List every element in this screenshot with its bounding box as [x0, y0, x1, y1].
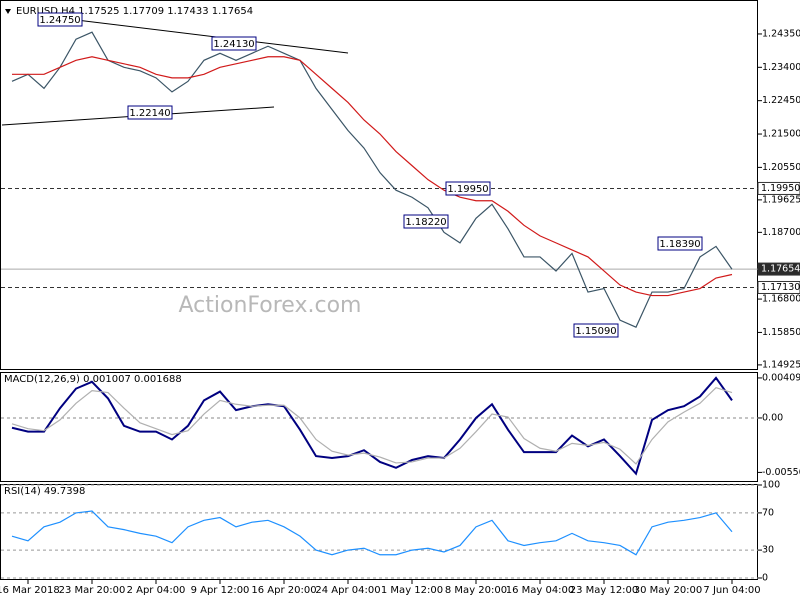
- annotation: 1.24130: [213, 39, 254, 50]
- series-line: [11, 386, 733, 465]
- annotation-box: [657, 236, 703, 251]
- y-tick-label: 100: [762, 480, 780, 491]
- annotation: 1.22140: [129, 108, 170, 119]
- annotation-box: [403, 214, 449, 229]
- series-line: [11, 31, 733, 328]
- level-box: [757, 262, 800, 276]
- menu-icon: [5, 9, 11, 14]
- x-tick-label: 7 Jun 04:00: [703, 585, 760, 596]
- x-tick-label: 24 Apr 04:00: [315, 585, 380, 596]
- level-label: 1.17130: [761, 282, 800, 293]
- annotation-box: [127, 105, 173, 120]
- y-tick-label: 1.23400: [762, 62, 800, 73]
- annotation: 1.18220: [405, 217, 446, 228]
- x-tick-label: 16 May 04:00: [506, 585, 575, 596]
- macd-panel: [0, 372, 758, 482]
- x-tick-label: 1 May 12:00: [381, 585, 443, 596]
- x-tick-label: 16 Apr 20:00: [251, 585, 316, 596]
- y-tick-label: 1.18700: [762, 227, 800, 238]
- y-tick-label: 1.16800: [762, 294, 800, 305]
- level-box: [757, 181, 800, 195]
- series-line: [12, 56, 733, 297]
- watermark: ActionForex.com: [179, 293, 362, 318]
- annotation: 1.15090: [575, 326, 616, 337]
- x-tick-label: 23 Mar 20:00: [59, 585, 126, 596]
- chart-title: EURUSD,H4 1.17525 1.17709 1.17433 1.1765…: [16, 6, 253, 17]
- y-tick-label: -0.005568: [762, 467, 800, 478]
- annotation-box: [211, 36, 257, 51]
- y-tick-label: 1.15850: [762, 327, 800, 338]
- y-tick-label: 1.22450: [762, 95, 800, 106]
- level-box: [757, 280, 800, 294]
- x-tick-label: 30 May 20:00: [634, 585, 703, 596]
- x-tick-label: 8 May 20:00: [445, 585, 507, 596]
- trend-line: [59, 17, 349, 54]
- annotation-box: [37, 12, 83, 27]
- level-label: 1.19950: [761, 183, 800, 194]
- y-tick-label: 1.19625: [762, 194, 800, 205]
- series-line: [11, 510, 733, 556]
- level-label: 1.17654: [761, 264, 800, 275]
- x-tick-label: 2 Apr 04:00: [127, 585, 186, 596]
- annotation: 1.18390: [659, 239, 700, 250]
- annotation-box: [445, 181, 491, 196]
- annotation: 1.24750: [39, 15, 80, 26]
- y-tick-label: 0.00: [762, 412, 783, 423]
- y-tick-label: 1.14925: [762, 359, 800, 370]
- y-tick-label: 1.24350: [762, 28, 800, 39]
- y-tick-label: 70: [762, 507, 774, 518]
- y-tick-label: 30: [762, 545, 774, 556]
- series-line: [11, 376, 733, 476]
- x-tick-label: 16 Mar 2018: [0, 585, 60, 596]
- y-tick-label: 1.21500: [762, 129, 800, 140]
- x-tick-label: 23 May 12:00: [570, 585, 639, 596]
- y-tick-label: 1.20550: [762, 162, 800, 173]
- y-tick-label: 0.004094: [762, 372, 800, 383]
- x-tick-label: 9 Apr 12:00: [191, 585, 250, 596]
- rsi-title: RSI(14) 49.7398: [4, 486, 85, 497]
- macd-title: MACD(12,26,9) 0.001007 0.001688: [4, 374, 182, 385]
- annotation-box: [573, 323, 619, 338]
- annotation: 1.19950: [447, 184, 488, 195]
- y-tick-label: 0: [762, 573, 768, 584]
